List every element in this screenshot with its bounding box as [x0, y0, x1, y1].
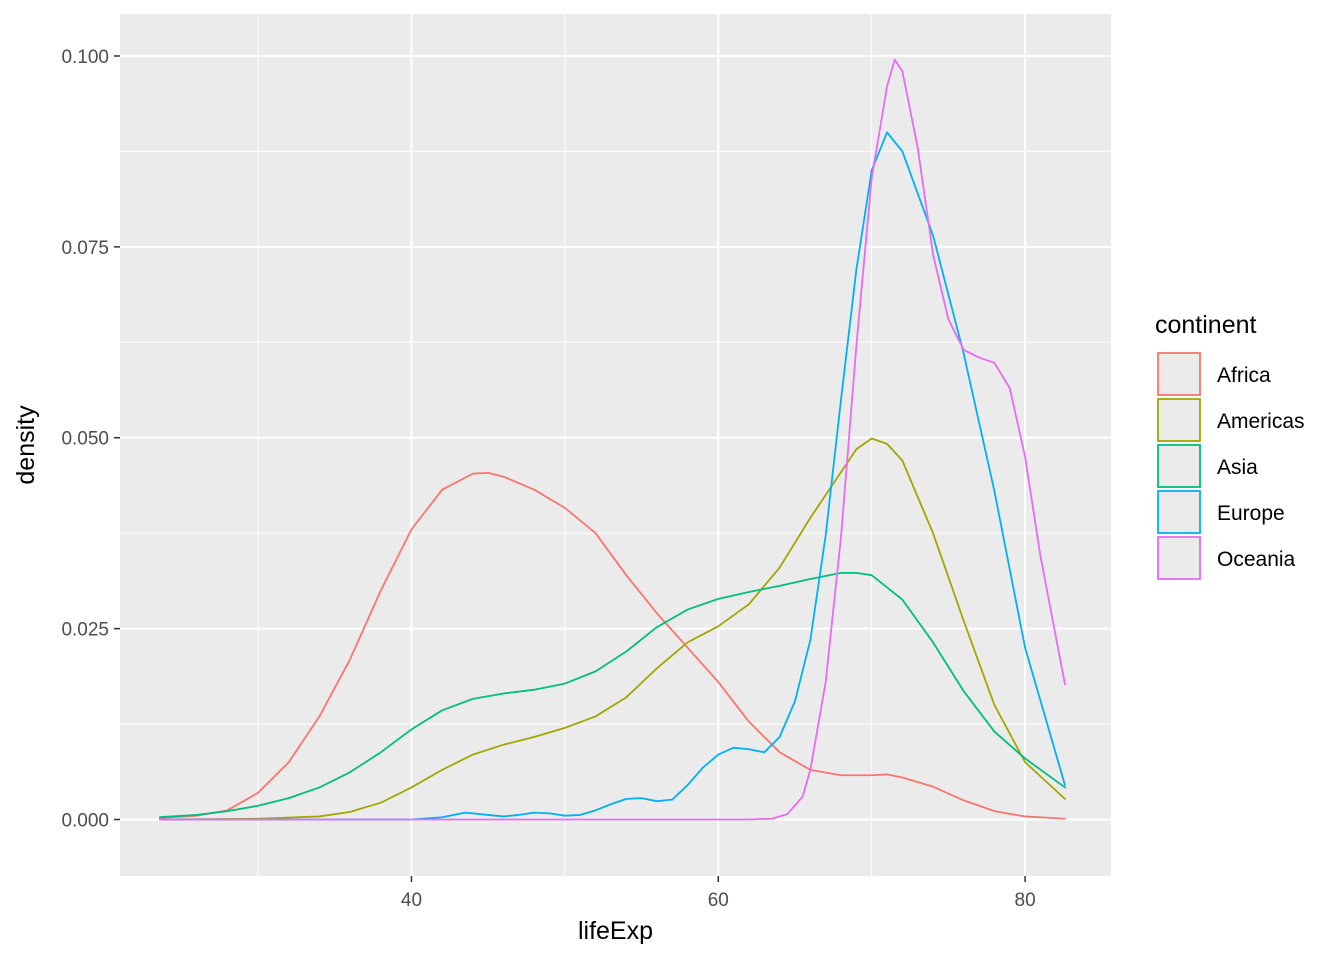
- series-line-europe: [158, 131, 1066, 821]
- legend-key-europe: [1157, 490, 1201, 534]
- y-tick-label: 0.050: [61, 429, 109, 450]
- y-tick-label: 0.100: [61, 47, 109, 68]
- series-line-asia: [158, 571, 1066, 819]
- legend-label-americas: Americas: [1217, 410, 1305, 433]
- legend-key-africa: [1157, 352, 1201, 396]
- minor-gridlines: [120, 14, 1111, 876]
- x-tick-label: 80: [1015, 890, 1036, 911]
- legend: continent Africa Americas Asia Europe Oceani…: [1155, 311, 1305, 580]
- legend-key-oceania: [1157, 536, 1201, 580]
- y-tick-label: 0.025: [61, 620, 109, 641]
- series-line-africa: [158, 471, 1066, 820]
- y-axis: 0.000 0.025 0.050 0.075 0.100: [61, 47, 120, 832]
- legend-label-asia: Asia: [1217, 456, 1258, 479]
- legend-title: continent: [1155, 311, 1257, 339]
- x-tick-label: 40: [401, 890, 422, 911]
- y-tick-label: 0.000: [61, 811, 109, 832]
- y-tick-label: 0.075: [61, 238, 109, 259]
- x-tick-label: 60: [708, 890, 729, 911]
- y-axis-title: density: [12, 405, 40, 485]
- density-lines: [158, 58, 1066, 821]
- x-axis-title: lifeExp: [578, 917, 653, 945]
- legend-label-africa: Africa: [1217, 364, 1271, 387]
- legend-label-oceania: Oceania: [1217, 548, 1296, 571]
- legend-key-asia: [1157, 444, 1201, 488]
- series-line-oceania: [158, 58, 1066, 821]
- x-axis: 40 60 80: [401, 876, 1036, 911]
- legend-key-americas: [1157, 398, 1201, 442]
- series-line-americas: [158, 437, 1066, 821]
- plot-panel: [120, 14, 1111, 876]
- legend-label-europe: Europe: [1217, 502, 1285, 525]
